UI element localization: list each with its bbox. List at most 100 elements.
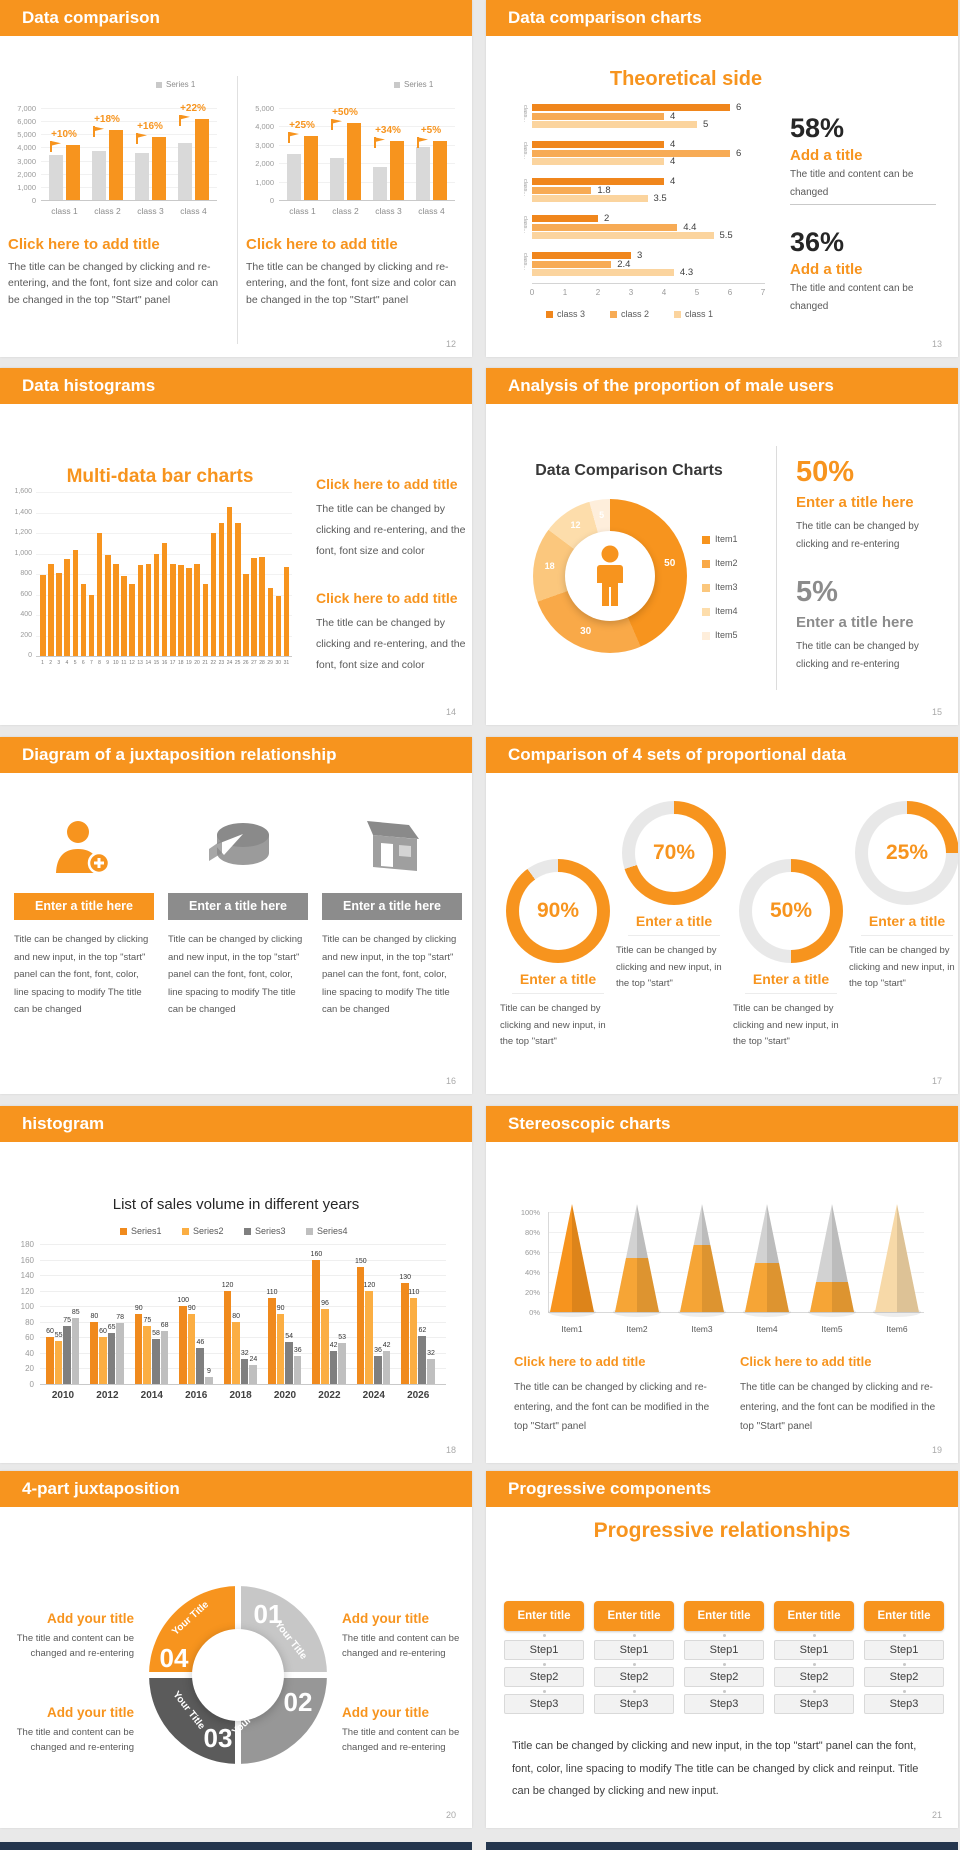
histogram-bar	[226, 507, 233, 656]
histogram-bar	[251, 557, 257, 656]
legend-swatch	[702, 584, 710, 592]
x-tick-label: 2018	[229, 1390, 252, 1401]
stat-value: 5%	[796, 576, 838, 608]
enter-title-button: Enter title	[864, 1601, 944, 1631]
growth-label: +50%	[332, 106, 358, 118]
stat-body: The title can be changed by clicking and…	[796, 521, 919, 550]
x-tick-label: class 3	[137, 206, 164, 216]
gridline	[40, 1352, 446, 1354]
bar-value-label: 4.4	[683, 221, 697, 233]
y-tick-label: 1,000	[14, 549, 32, 557]
x-tick-label: class 3	[375, 206, 402, 216]
gridline	[279, 200, 455, 201]
histogram-bar	[259, 556, 265, 656]
x-tick-label: 2010	[51, 1390, 75, 1401]
connector-dot	[903, 1663, 906, 1666]
bar-value-label: 5	[703, 119, 709, 130]
page-number: 16	[445, 1076, 456, 1086]
growth-label: +18%	[94, 114, 120, 126]
connector-dot	[903, 1634, 906, 1637]
x-tick-label: 17	[169, 660, 176, 666]
connector-dot	[813, 1663, 816, 1666]
page-number: 21	[931, 1810, 942, 1820]
step-box: Step3	[864, 1694, 944, 1714]
histogram-bar	[96, 533, 103, 656]
y-axis-group-label: class...	[522, 216, 528, 234]
slide-proportional-data[interactable]: Comparison of 4 sets of proportional dat…	[486, 737, 958, 1094]
slide-progressive-components[interactable]: Progressive components Progressive relat…	[486, 1471, 958, 1828]
donut-value-label: 50	[664, 557, 676, 569]
flag-icon	[417, 137, 428, 149]
cone	[680, 1204, 724, 1312]
stat-title: Enter a title here	[796, 494, 914, 511]
x-tick-label: 2016	[185, 1390, 208, 1401]
histogram-bar	[161, 543, 168, 656]
cone-base-shadow	[873, 1307, 921, 1317]
y-tick-label: 1,600	[14, 488, 32, 495]
chart-title: Theoretical side	[609, 68, 763, 90]
callout-body: The title and content can be changed and…	[342, 1727, 460, 1754]
stat-divider	[790, 204, 936, 205]
slide-juxtaposition-diagram[interactable]: Diagram of a juxtaposition relationship …	[0, 737, 472, 1094]
slide-histogram[interactable]: histogram List of sales volume in differ…	[0, 1106, 472, 1463]
legend-swatch	[306, 1228, 313, 1235]
gridline	[40, 1290, 446, 1292]
column-bar	[179, 1306, 187, 1384]
cone-fill	[810, 1281, 854, 1312]
bar-orange	[152, 136, 166, 200]
x-tick-label: 2014	[140, 1390, 163, 1401]
slide-data-comparison[interactable]: Data comparison Series 1 7,000 6,000 5,000 4…	[0, 0, 472, 357]
slide-stereoscopic-charts[interactable]: Stereoscopic charts 0% 20% 40% 60% 80% 100% It…	[486, 1106, 958, 1463]
slide-data-histograms[interactable]: Data histograms Multi-data bar charts 1,6…	[0, 368, 472, 725]
storefront-icon	[359, 819, 429, 881]
cone-item-label: Item1	[561, 1324, 583, 1334]
bar-value-label: 75	[143, 1316, 152, 1324]
y-tick-label: 160	[20, 1255, 34, 1265]
bar-orange	[433, 141, 447, 200]
growth-label: +5%	[420, 125, 442, 137]
gridline	[40, 1275, 446, 1277]
legend-label: class 1	[685, 308, 714, 319]
hbar	[532, 104, 730, 111]
x-tick-label: 30	[275, 660, 282, 666]
bar-value-label: 85	[71, 1308, 80, 1316]
x-tick-label: 16	[161, 660, 168, 666]
segment-number: 03	[203, 1723, 233, 1753]
x-tick-label: 2022	[318, 1390, 341, 1401]
block-body: The title can be changed by clicking and…	[514, 1382, 710, 1432]
histogram-bar	[72, 550, 79, 656]
histogram-bar	[88, 594, 95, 656]
slide-title: Progressive components	[508, 1479, 712, 1498]
x-tick-label: 22	[210, 660, 217, 666]
histogram-bar	[210, 533, 217, 656]
x-tick-label: 19	[186, 660, 192, 666]
bar-value-label: 110	[408, 1289, 420, 1297]
flag-pole	[331, 118, 333, 130]
column-bar	[99, 1337, 107, 1384]
gridline	[41, 173, 217, 175]
x-axis-line	[532, 282, 765, 284]
gridline	[40, 1259, 446, 1261]
ring-title: Enter a title	[519, 971, 597, 987]
bar-value-label: 46	[196, 1339, 205, 1347]
slide-content: Multi-data bar charts 1,600 1,400 1,200 1,00…	[0, 404, 472, 725]
y-tick-label: 4,000	[255, 122, 274, 132]
slide-4-part-juxtaposition[interactable]: 4-part juxtaposition 01 02 03 04 Your Title Y…	[0, 1471, 472, 1828]
slide-title: 4-part juxtaposition	[22, 1479, 180, 1498]
bar-value-label: 4	[670, 139, 676, 150]
column-bar	[418, 1335, 426, 1384]
stat-value: 36%	[790, 227, 845, 257]
block-body: The title can be changed by clicking and…	[8, 261, 219, 306]
connector-dot	[723, 1690, 726, 1693]
flag-pennant	[136, 132, 147, 139]
gridline	[548, 1212, 924, 1213]
slide-data-comparison-charts[interactable]: Data comparison charts Theoretical side c…	[486, 0, 958, 357]
gridline	[548, 1292, 924, 1293]
slide-male-users-proportion[interactable]: Analysis of the proportion of male users…	[486, 368, 958, 725]
bar-value-label: 4	[670, 176, 676, 187]
histogram-bar	[178, 564, 184, 656]
x-tick-label: 11	[121, 660, 127, 666]
x-tick-label: 20	[194, 660, 200, 666]
column-bar	[54, 1341, 63, 1384]
bar-gray	[287, 154, 301, 200]
